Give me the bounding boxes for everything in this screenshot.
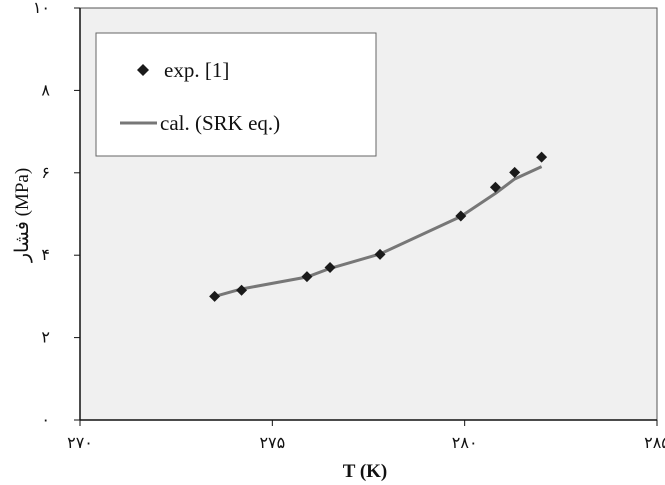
legend-label-exp: exp. [1]	[164, 58, 229, 82]
chart-marks	[209, 151, 548, 302]
y-tick-label: ۸	[41, 80, 50, 99]
y-tick-label: ۶	[41, 163, 50, 182]
y-tick-label: ۰	[41, 410, 50, 429]
x-tick-label: ۲۸۰	[452, 433, 478, 452]
data-point-exp	[536, 151, 548, 163]
data-point-exp	[374, 248, 386, 260]
data-point-exp	[455, 210, 467, 222]
data-point-exp	[209, 290, 221, 302]
legend: exp. [1] cal. (SRK eq.)	[95, 32, 377, 157]
x-tick-label: ۲۷۵	[259, 433, 285, 452]
data-point-exp	[324, 262, 336, 274]
y-axis-title: فشار (MPa)	[12, 168, 33, 263]
data-point-exp	[489, 181, 501, 193]
legend-label-cal: cal. (SRK eq.)	[160, 111, 280, 135]
x-tick-label: ۲۷۰	[67, 433, 93, 452]
legend-box	[95, 32, 377, 157]
data-point-exp	[236, 284, 248, 296]
y-tick-label: ۲	[41, 328, 50, 347]
y-tick-label: ۴	[41, 245, 50, 264]
axes: ۰ ۲ ۴ ۶ ۸ ۱۰ ۲۷۰ ۲۷۵ ۲۸۰ ۲۸۵	[33, 0, 665, 452]
data-point-exp	[301, 271, 313, 283]
y-tick-label: ۱۰	[33, 0, 50, 17]
legend-marker-exp	[137, 64, 149, 76]
data-point-exp	[509, 166, 521, 178]
x-axis-title: T (K)	[343, 461, 388, 482]
x-tick-label: ۲۸۵	[644, 433, 665, 452]
